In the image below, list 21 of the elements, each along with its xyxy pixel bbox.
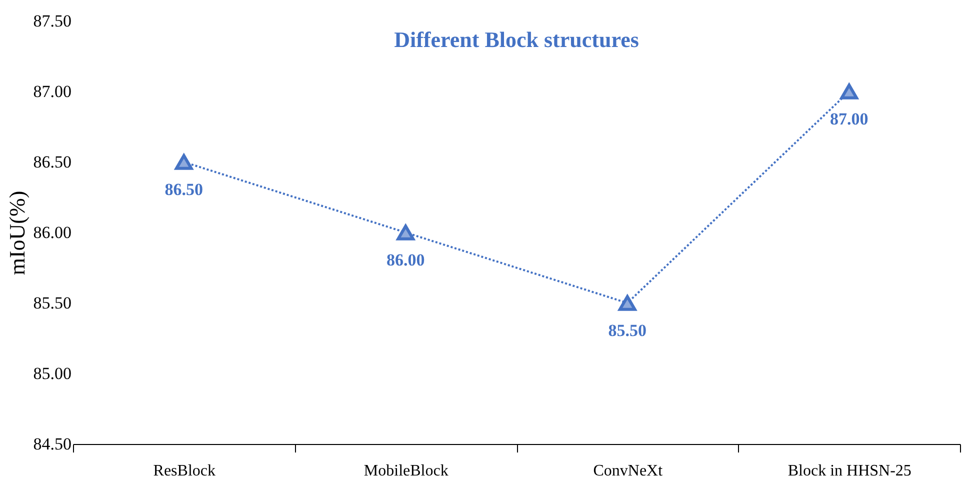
text: 85.50 xyxy=(608,321,646,340)
y-tick-label: 86.50 xyxy=(33,152,72,172)
text: 86.00 xyxy=(386,250,425,270)
text: 86.50 xyxy=(164,180,203,199)
y-tick-label: 85.00 xyxy=(33,364,72,383)
text: 87.00 xyxy=(830,110,868,128)
x-tick-label: MobileBlock xyxy=(364,462,448,480)
y-tick-label: 85.50 xyxy=(33,294,72,312)
x-tick-label: ResBlock xyxy=(153,462,216,480)
x-tick-label: Block in HHSN-25 xyxy=(788,462,912,480)
y-tick-label: 87.00 xyxy=(33,82,72,101)
chart-title: Different Block structures xyxy=(394,27,640,52)
point xyxy=(840,84,858,100)
point xyxy=(618,295,636,311)
point xyxy=(396,224,415,240)
y-tick-label: 86.00 xyxy=(33,223,72,242)
y-axis-title: mIoU(%) xyxy=(4,190,30,276)
y-tick-label: 87.50 xyxy=(33,12,72,30)
y-tick-label: 84.50 xyxy=(33,434,72,454)
point xyxy=(174,154,193,170)
x-tick-label: ConvNeXt xyxy=(593,462,664,480)
